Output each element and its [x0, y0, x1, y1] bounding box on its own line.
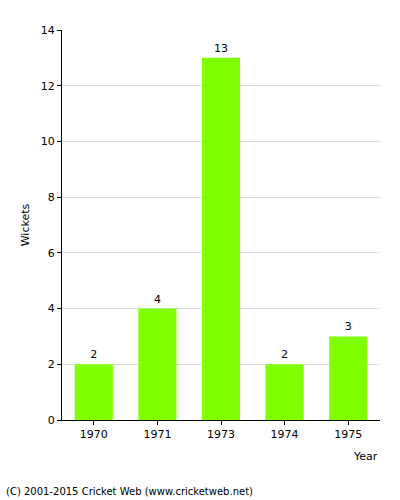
- svg-text:2: 2: [281, 348, 288, 361]
- svg-text:Wickets: Wickets: [19, 203, 32, 246]
- svg-text:0: 0: [48, 414, 55, 427]
- svg-text:1971: 1971: [143, 428, 171, 441]
- svg-text:8: 8: [48, 191, 55, 204]
- svg-text:2: 2: [90, 348, 97, 361]
- svg-text:12: 12: [41, 80, 55, 93]
- svg-text:1975: 1975: [334, 428, 362, 441]
- svg-text:1970: 1970: [80, 428, 108, 441]
- svg-text:6: 6: [48, 247, 55, 260]
- svg-text:(C) 2001-2015 Cricket Web (www: (C) 2001-2015 Cricket Web (www.cricketwe…: [6, 486, 253, 497]
- svg-text:2: 2: [48, 358, 55, 371]
- svg-text:4: 4: [154, 293, 161, 306]
- svg-text:13: 13: [214, 42, 228, 55]
- svg-text:14: 14: [41, 24, 55, 37]
- svg-text:4: 4: [48, 302, 55, 315]
- svg-text:1974: 1974: [271, 428, 299, 441]
- svg-text:10: 10: [41, 135, 55, 148]
- svg-text:1973: 1973: [207, 428, 235, 441]
- svg-text:Year: Year: [353, 450, 378, 463]
- svg-text:3: 3: [345, 320, 352, 333]
